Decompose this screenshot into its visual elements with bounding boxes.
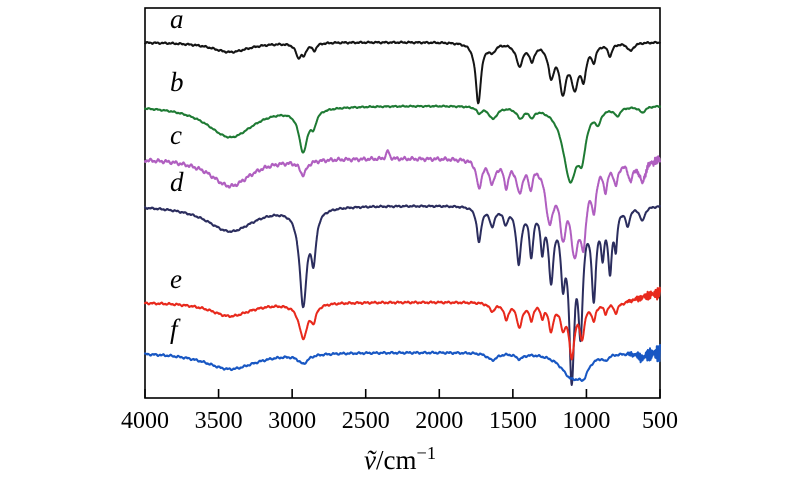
spectrum-curve-f — [144, 344, 661, 382]
x-tick-label: 1500 — [489, 408, 537, 434]
spectrum-curve-c — [144, 149, 661, 260]
curve-label-b: b — [170, 67, 184, 97]
curve-label-f: f — [170, 314, 181, 344]
x-tick-label: 3000 — [268, 408, 316, 434]
x-axis-symbol: ṽ — [363, 445, 376, 475]
curve-label-c: c — [170, 120, 182, 150]
x-tick-label: 2500 — [342, 408, 390, 434]
x-axis-exponent: −1 — [416, 443, 437, 463]
x-axis-unit: /cm — [375, 445, 417, 475]
spectrum-curve-d — [144, 204, 661, 386]
spectra-plot: 4000 3500 3000 2500 2000 1500 1000 500 a bcd ef — [121, 4, 678, 434]
curve-label-e: e — [170, 264, 182, 294]
x-tick-label: 500 — [642, 408, 678, 434]
plot-frame — [144, 7, 661, 399]
x-tick-label: 4000 — [121, 408, 169, 434]
x-tick-label: 2000 — [415, 408, 463, 434]
curve-label-d: d — [170, 167, 184, 197]
x-tick-label: 3500 — [195, 408, 243, 434]
spectrum-curve-a — [144, 40, 661, 105]
x-axis-title: ṽ/cm−1 — [0, 443, 800, 476]
spectrum-curve-e — [144, 286, 661, 361]
x-tick-label: 1000 — [562, 408, 610, 434]
curve-label-a: a — [170, 4, 184, 34]
spectrum-curve-b — [144, 104, 661, 184]
